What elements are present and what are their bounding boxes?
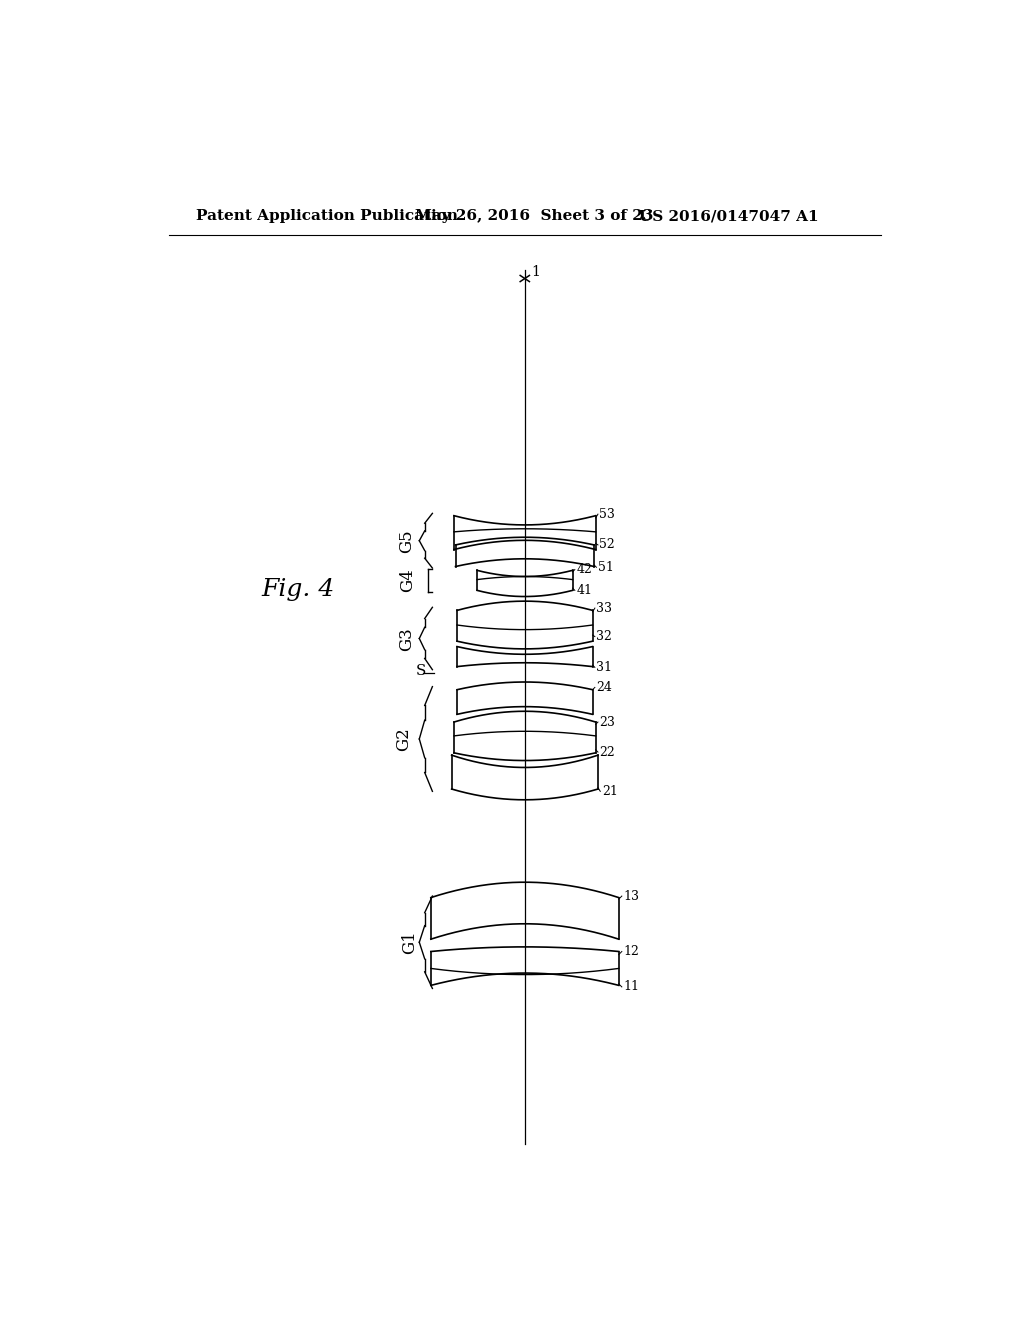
Text: 33: 33 bbox=[596, 602, 612, 615]
Text: 23: 23 bbox=[599, 715, 615, 729]
Text: 12: 12 bbox=[624, 945, 639, 958]
Text: US 2016/0147047 A1: US 2016/0147047 A1 bbox=[639, 209, 818, 223]
Text: 13: 13 bbox=[624, 890, 639, 903]
Text: 41: 41 bbox=[577, 583, 593, 597]
Text: G1: G1 bbox=[400, 931, 418, 954]
Text: 24: 24 bbox=[596, 681, 612, 694]
Text: 31: 31 bbox=[596, 661, 612, 675]
Text: Patent Application Publication: Patent Application Publication bbox=[196, 209, 458, 223]
Text: 32: 32 bbox=[596, 630, 612, 643]
Text: 52: 52 bbox=[599, 539, 615, 552]
Text: G3: G3 bbox=[397, 627, 415, 651]
Text: G2: G2 bbox=[395, 727, 413, 751]
Text: May 26, 2016  Sheet 3 of 23: May 26, 2016 Sheet 3 of 23 bbox=[416, 209, 654, 223]
Text: 21: 21 bbox=[602, 785, 617, 797]
Text: 51: 51 bbox=[598, 561, 613, 574]
Text: 53: 53 bbox=[599, 508, 615, 520]
Text: S: S bbox=[416, 664, 426, 678]
Text: Fig. 4: Fig. 4 bbox=[261, 578, 335, 601]
Text: 22: 22 bbox=[599, 746, 615, 759]
Text: 1: 1 bbox=[531, 265, 540, 280]
Text: G4: G4 bbox=[399, 569, 417, 593]
Text: 42: 42 bbox=[577, 564, 592, 576]
Text: 11: 11 bbox=[624, 981, 639, 994]
Text: G5: G5 bbox=[397, 529, 415, 553]
